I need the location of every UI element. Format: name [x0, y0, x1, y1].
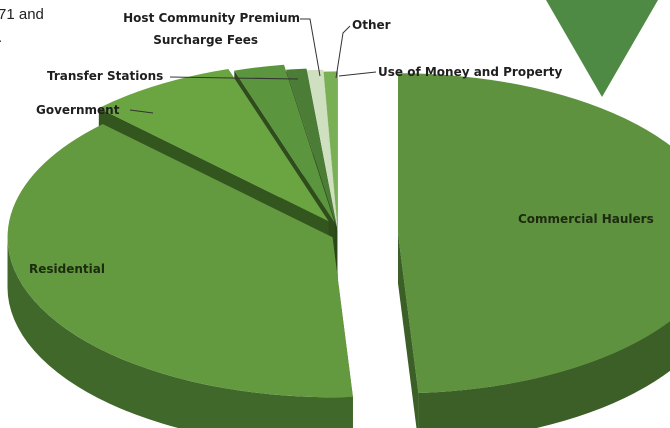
slice-top-government [98, 69, 329, 222]
label-transfer-stations: Transfer Stations [47, 69, 163, 83]
slice-side-residential [7, 237, 353, 428]
slice-wall-end-commercial-haulers [398, 233, 419, 428]
leader-line-host [300, 18, 321, 77]
label-host-line1: Host Community Premium [123, 11, 300, 25]
slice-top-use-of-money [323, 71, 338, 232]
label-use-of-money: Use of Money and Property [378, 65, 562, 79]
label-other: Other [352, 18, 391, 32]
corner-triangle-decoration [546, 0, 658, 97]
label-commercial-haulers: Commercial Haulers [518, 212, 654, 226]
leader-line-transfer [169, 76, 299, 80]
leader-lines [129, 18, 377, 114]
slice-top-residential [7, 124, 353, 398]
leader-line-money [338, 71, 377, 77]
slice-residential [7, 124, 353, 428]
leader-line-government [129, 109, 154, 114]
slice-commercial-haulers [398, 73, 670, 428]
label-government: Government [36, 103, 120, 117]
slice-top-transfer-stations [234, 64, 335, 223]
leader-line-other [335, 25, 351, 79]
fragment-text-1: 71 and [0, 6, 44, 23]
label-residential: Residential [29, 262, 105, 276]
pie-slices [7, 64, 670, 428]
fragment-text-2: . [0, 29, 2, 46]
slice-side-commercial-haulers [418, 320, 670, 428]
slice-top-host-community-fees [286, 68, 337, 228]
slice-top-commercial-haulers [398, 73, 670, 393]
slice-top-other [307, 69, 338, 230]
label-host-line2: Surcharge Fees [153, 33, 258, 47]
